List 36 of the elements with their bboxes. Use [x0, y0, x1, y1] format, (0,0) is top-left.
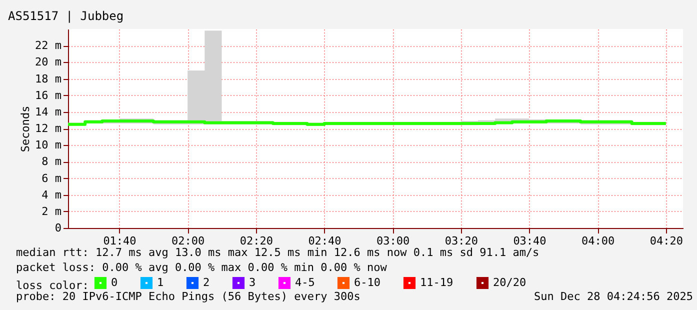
y-tick-label: 4 m [42, 188, 62, 202]
text: Sun Dec 28 04:24:56 2025 [534, 290, 693, 303]
legend-label: 6-10 [354, 276, 380, 289]
legend-label: 0 [111, 276, 118, 289]
x-tick-label: 04:00 [582, 234, 615, 248]
text: probe: 20 IPv6-ICMP Echo Pings (56 Bytes) every 300s [16, 290, 360, 303]
text: packet loss: 0.00 % avg 0.00 % max 0.00 % min 0.00 % now [16, 261, 388, 274]
legend-label: 2 [203, 276, 210, 289]
y-tick-label: 10 m [35, 138, 62, 152]
x-tick-label: 03:20 [444, 234, 478, 248]
y-tick-label: 22 m [35, 39, 62, 52]
x-tick-label: 04:20 [650, 234, 683, 248]
y-tick-label: 20 m [35, 56, 62, 69]
y-tick-label: 2 m [42, 204, 62, 218]
y-tick-label: 6 m [42, 172, 62, 185]
x-tick-label: 01:40 [103, 234, 136, 248]
legend-label: 11-19 [420, 276, 454, 289]
x-tick-label: 02:00 [172, 234, 205, 248]
legend-title: loss color: [16, 279, 89, 292]
x-tick-label: 03:40 [513, 234, 546, 248]
x-tick-label: 02:40 [308, 234, 342, 248]
y-tick-label: 14 m [35, 105, 62, 118]
x-tick-label: 03:00 [376, 234, 410, 248]
y-tick-label: 8 m [42, 155, 62, 168]
legend-label: 3 [249, 276, 256, 289]
legend-label: 4-5 [295, 276, 315, 289]
legend-label: 1 [157, 276, 164, 289]
x-tick-label: 02:20 [240, 234, 273, 248]
y-tick-label: 0 [54, 222, 62, 234]
y-axis-title: Seconds [19, 106, 32, 152]
chart-title: AS51517 | Jubbeg [8, 9, 124, 23]
text: median rtt: 12.7 ms avg 13.0 ms max 12.5 ms min 12.6 ms now 0.1 ms sd 91.1 am/s [16, 246, 540, 259]
y-tick-label: 18 m [35, 72, 62, 86]
legend-label: 20/20 [493, 276, 526, 289]
y-tick-label: 12 m [35, 122, 62, 135]
y-tick-label: 16 m [35, 88, 62, 102]
